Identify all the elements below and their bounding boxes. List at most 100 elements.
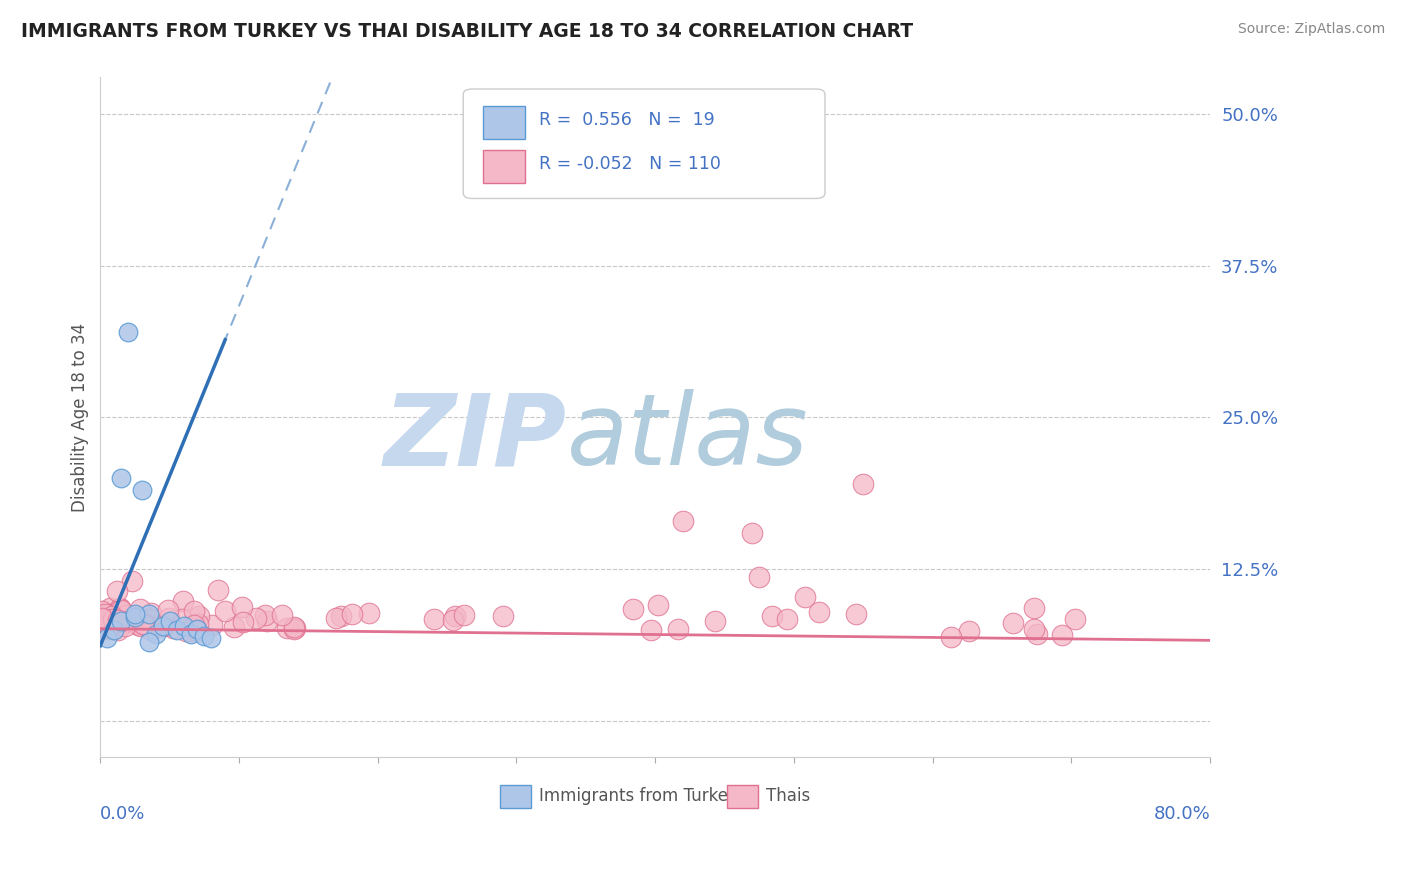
Point xyxy=(101,608,124,623)
Point xyxy=(704,614,727,628)
Point xyxy=(340,607,363,622)
Point xyxy=(105,584,128,599)
Point xyxy=(157,603,180,617)
Point xyxy=(141,620,163,634)
Point xyxy=(103,622,125,636)
Point xyxy=(1022,622,1045,636)
Point xyxy=(90,611,112,625)
Point xyxy=(110,615,132,629)
Text: ZIP: ZIP xyxy=(384,389,567,486)
Y-axis label: Disability Age 18 to 34: Disability Age 18 to 34 xyxy=(72,323,89,512)
Point xyxy=(776,612,799,626)
Point xyxy=(157,610,180,624)
Text: atlas: atlas xyxy=(567,389,808,486)
Point xyxy=(808,605,831,619)
Point xyxy=(141,607,163,621)
Point xyxy=(159,615,181,629)
Point xyxy=(270,607,292,622)
Point xyxy=(110,617,132,632)
Point xyxy=(98,607,121,621)
Point xyxy=(254,607,277,622)
FancyBboxPatch shape xyxy=(484,106,526,138)
Point xyxy=(134,616,156,631)
Point xyxy=(222,620,245,634)
Point xyxy=(741,525,763,540)
Point xyxy=(748,570,770,584)
Point xyxy=(188,608,211,623)
Text: Source: ZipAtlas.com: Source: ZipAtlas.com xyxy=(1237,22,1385,37)
Point xyxy=(492,609,515,624)
Point xyxy=(453,607,475,622)
Point xyxy=(131,618,153,632)
Point xyxy=(107,623,129,637)
Point xyxy=(179,624,201,638)
Point xyxy=(186,622,208,636)
Point xyxy=(1002,615,1025,630)
Point xyxy=(207,582,229,597)
Point xyxy=(245,611,267,625)
Point xyxy=(640,623,662,637)
Point xyxy=(90,611,112,625)
Point xyxy=(91,622,114,636)
Text: Thais: Thais xyxy=(766,787,810,805)
Point xyxy=(110,471,132,485)
Point xyxy=(1063,612,1085,626)
Point xyxy=(93,615,115,630)
FancyBboxPatch shape xyxy=(501,785,531,808)
Point xyxy=(110,601,132,615)
Point xyxy=(96,632,118,646)
Point xyxy=(93,620,115,634)
Point xyxy=(284,621,307,635)
Text: R = -0.052   N = 110: R = -0.052 N = 110 xyxy=(538,155,720,173)
Point xyxy=(100,611,122,625)
Point xyxy=(94,620,117,634)
Point xyxy=(444,608,467,623)
Point xyxy=(666,622,689,636)
Point xyxy=(108,609,131,624)
Point xyxy=(672,514,695,528)
Point xyxy=(162,621,184,635)
Point xyxy=(621,602,644,616)
Point xyxy=(423,611,446,625)
Point xyxy=(153,619,176,633)
Point xyxy=(174,624,197,638)
Point xyxy=(845,607,868,622)
Point xyxy=(957,624,980,639)
Point xyxy=(127,618,149,632)
Point xyxy=(179,626,201,640)
Point xyxy=(100,621,122,635)
Point xyxy=(100,608,122,623)
Point xyxy=(283,620,305,634)
Point xyxy=(93,612,115,626)
Point xyxy=(276,621,298,635)
Point xyxy=(107,615,129,629)
FancyBboxPatch shape xyxy=(463,89,825,199)
Point xyxy=(139,623,162,637)
Point xyxy=(1022,601,1045,615)
Point xyxy=(107,613,129,627)
Point xyxy=(183,604,205,618)
Point xyxy=(117,326,139,340)
Point xyxy=(357,607,380,621)
Point xyxy=(172,612,194,626)
Point xyxy=(172,594,194,608)
Text: R =  0.556   N =  19: R = 0.556 N = 19 xyxy=(538,112,714,129)
Point xyxy=(214,604,236,618)
Point xyxy=(97,618,120,632)
Point xyxy=(187,617,209,632)
Point xyxy=(98,601,121,615)
Point xyxy=(193,629,215,643)
Point xyxy=(166,623,188,637)
Point xyxy=(117,614,139,628)
Point xyxy=(97,622,120,636)
Point xyxy=(852,477,875,491)
Point xyxy=(173,619,195,633)
Point xyxy=(110,603,132,617)
Point xyxy=(142,617,165,632)
Point xyxy=(121,614,143,628)
Point xyxy=(122,610,145,624)
Point xyxy=(200,632,222,646)
Point xyxy=(100,616,122,631)
Point xyxy=(115,610,138,624)
Point xyxy=(132,617,155,632)
